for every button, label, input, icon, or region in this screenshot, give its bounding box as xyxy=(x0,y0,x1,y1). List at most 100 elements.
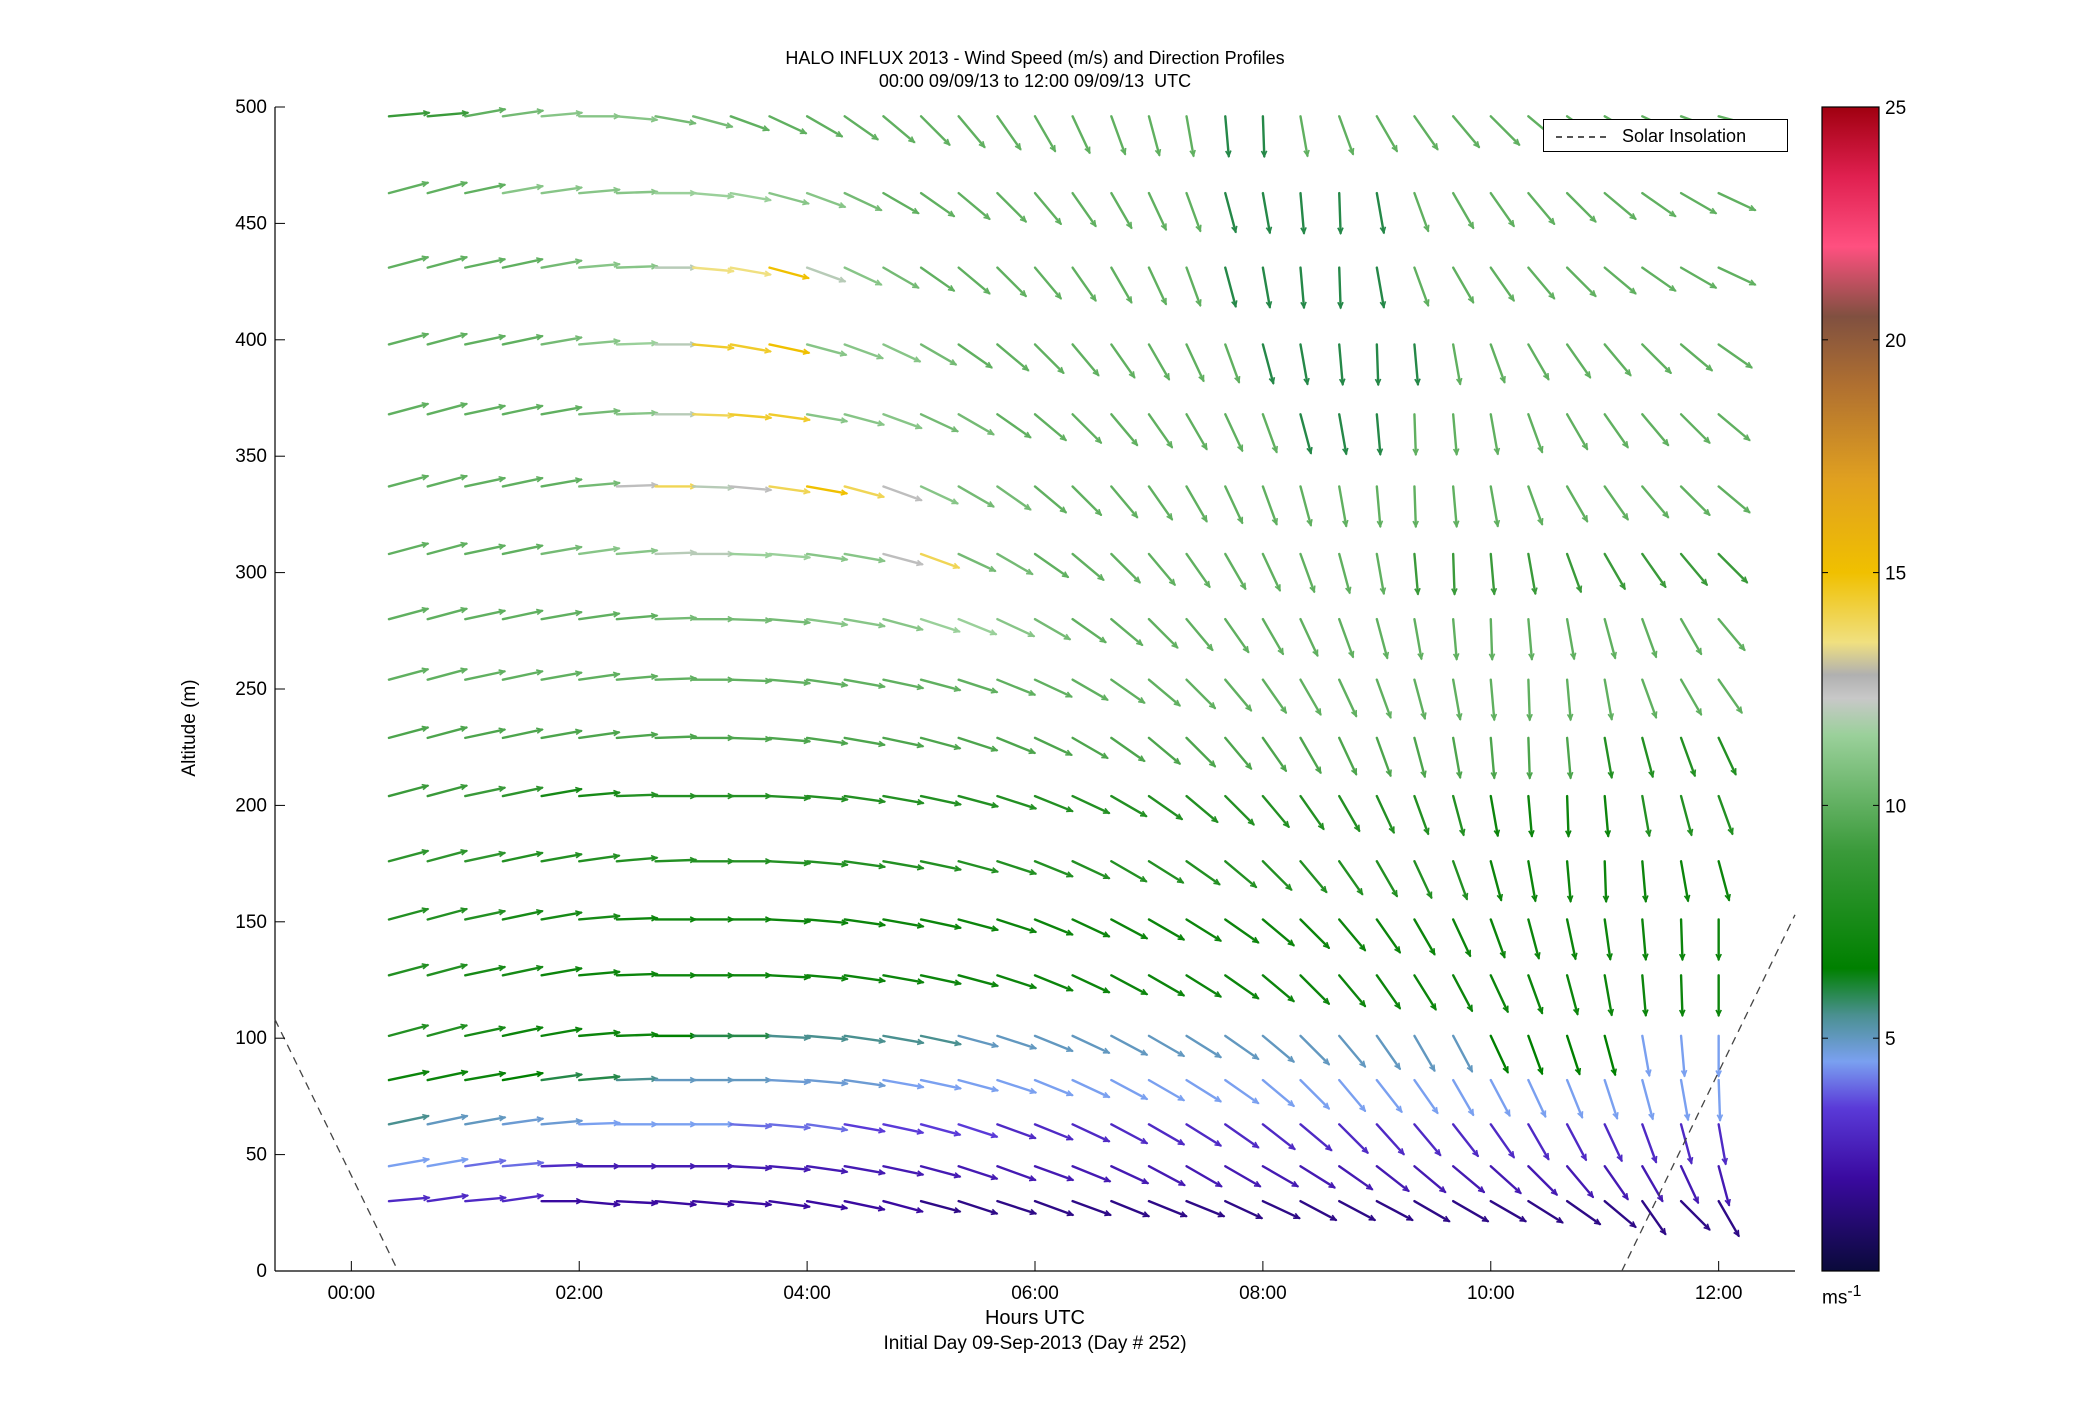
wind-barb-head xyxy=(1488,653,1496,661)
wind-barb-head xyxy=(954,865,962,872)
wind-barb xyxy=(1299,1034,1330,1066)
wind-barb xyxy=(501,1161,544,1168)
wind-barb xyxy=(729,736,772,741)
wind-barb xyxy=(1071,191,1097,228)
wind-barb xyxy=(805,266,846,283)
wind-barb-head xyxy=(840,681,849,688)
wind-barb-head xyxy=(1029,803,1038,811)
wind-barb-head xyxy=(1580,1153,1587,1162)
wind-barb xyxy=(805,115,843,138)
wind-barb-head xyxy=(1394,946,1401,954)
wind-barb xyxy=(387,907,429,921)
wind-barb-head xyxy=(1429,948,1436,956)
wind-barb xyxy=(654,616,697,621)
wind-barb xyxy=(1413,678,1426,720)
wind-barb-head xyxy=(1662,438,1670,447)
wind-barb-head xyxy=(841,795,849,803)
wind-barb xyxy=(1033,1078,1074,1097)
wind-barb-head xyxy=(1748,204,1757,211)
wind-barb xyxy=(1147,266,1168,306)
wind-barb-head xyxy=(1374,378,1382,387)
wind-barb xyxy=(464,108,506,118)
wind-barb xyxy=(1413,343,1420,386)
wind-barb xyxy=(1071,974,1111,994)
wind-barb-head xyxy=(1542,373,1550,381)
y-tick-label: 0 xyxy=(256,1261,267,1282)
wind-barb xyxy=(1527,617,1534,661)
wind-barb-head xyxy=(575,404,583,412)
wind-barb xyxy=(729,552,772,557)
wind-barb-head xyxy=(799,128,808,135)
colorbar-unit-base: ms xyxy=(1822,1287,1848,1309)
wind-barb-head xyxy=(1027,630,1036,637)
wind-barb xyxy=(1110,1034,1148,1056)
wind-barb xyxy=(1261,974,1295,1003)
wind-barb xyxy=(1527,918,1540,960)
wind-barb-head xyxy=(1566,713,1574,722)
wind-barb-head xyxy=(1607,713,1615,721)
wind-barb-head xyxy=(835,130,844,138)
wind-barb xyxy=(1413,485,1418,528)
wind-barb-head xyxy=(877,1205,886,1212)
wind-barb-head xyxy=(1014,143,1022,151)
wind-barb xyxy=(1261,115,1266,158)
wind-barb-head xyxy=(421,255,430,262)
wind-barb-head xyxy=(1285,883,1293,891)
wind-barb-head xyxy=(689,675,698,682)
wind-barb-head xyxy=(1526,772,1533,780)
wind-barb xyxy=(1413,1078,1439,1115)
wind-barb xyxy=(691,1199,735,1206)
wind-barb xyxy=(1679,678,1703,716)
wind-barb-head xyxy=(1669,210,1677,218)
wind-barb xyxy=(1717,794,1734,835)
wind-barb xyxy=(1185,974,1222,998)
wind-barb xyxy=(1299,1078,1330,1110)
wind-barb-head xyxy=(535,669,544,676)
wind-barb xyxy=(1338,974,1367,1008)
wind-barb xyxy=(540,545,583,556)
wind-barb xyxy=(1147,1078,1185,1102)
chart-subtitle: 00:00 09/09/13 to 12:00 09/09/13 UTC xyxy=(878,71,1192,91)
wind-barb-head xyxy=(1391,889,1398,898)
wind-barb-head xyxy=(1154,148,1162,157)
wind-barb-head xyxy=(1022,364,1030,372)
wind-barb-head xyxy=(536,1116,545,1123)
wind-barb xyxy=(464,334,506,346)
wind-barb xyxy=(843,1165,886,1175)
wind-barb-head xyxy=(498,182,507,190)
wind-barb xyxy=(426,784,468,798)
wind-barb-head xyxy=(1029,1208,1038,1216)
wind-barb-head xyxy=(978,140,986,149)
wind-barb xyxy=(1641,552,1667,588)
wind-barb xyxy=(387,963,429,977)
wind-barb-head xyxy=(650,339,659,347)
y-tick-label: 100 xyxy=(235,1028,267,1049)
wind-barb xyxy=(919,115,951,146)
wind-barb xyxy=(1110,413,1139,447)
wind-barb-head xyxy=(613,480,621,487)
wind-barb xyxy=(1451,485,1458,528)
wind-barb-head xyxy=(1234,375,1241,384)
wind-barb xyxy=(578,409,621,416)
wind-barb-head xyxy=(1092,369,1100,377)
wind-barb xyxy=(426,332,468,346)
wind-barb-head xyxy=(1581,515,1589,523)
wind-barb-head xyxy=(535,964,544,972)
wind-barb-head xyxy=(1680,1069,1688,1078)
wind-barb-head xyxy=(1709,207,1718,215)
wind-barb xyxy=(1679,736,1696,777)
wind-barb xyxy=(996,413,1032,439)
wind-barb-head xyxy=(1288,1143,1296,1151)
wind-barb xyxy=(387,1196,430,1203)
wind-barb xyxy=(1338,678,1358,718)
wind-barb-head xyxy=(1063,633,1072,641)
wind-barb-head xyxy=(460,332,469,339)
wind-barb xyxy=(1261,1165,1299,1188)
wind-barb-head xyxy=(991,981,1000,988)
colorbar-rect xyxy=(1821,106,1880,1272)
wind-barb xyxy=(1717,266,1757,286)
wind-barb-head xyxy=(1695,647,1702,656)
wind-barb-head xyxy=(421,474,430,481)
wind-barb xyxy=(578,262,621,269)
wind-barb-head xyxy=(1029,1087,1038,1095)
